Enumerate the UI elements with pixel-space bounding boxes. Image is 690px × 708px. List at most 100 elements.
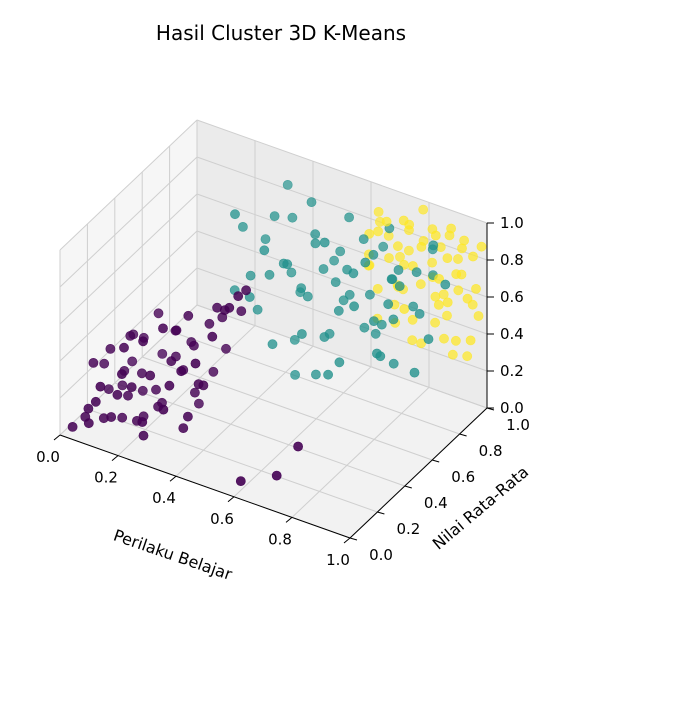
data-point [439, 333, 449, 344]
data-point [334, 357, 345, 368]
x-axis-label: Perilaku Belajar [111, 526, 235, 585]
data-point [123, 390, 133, 401]
data-point [166, 356, 177, 367]
z-tick-label: 0.6 [500, 288, 524, 306]
y-tick-label: 0.0 [369, 546, 393, 564]
data-point [368, 249, 379, 260]
data-point [418, 204, 429, 215]
data-point [157, 348, 168, 359]
data-point [398, 215, 409, 226]
data-points [67, 179, 487, 486]
x-tick-mark [111, 455, 119, 461]
data-point [416, 241, 427, 252]
data-point [319, 332, 330, 342]
data-point [198, 380, 209, 391]
data-point [423, 334, 434, 344]
x-tick-label: 0.6 [210, 510, 234, 528]
data-point [395, 251, 405, 262]
data-point [289, 334, 300, 345]
data-point [386, 274, 397, 284]
data-point [158, 323, 168, 334]
y-tick-mark [459, 433, 467, 437]
data-point [403, 245, 414, 256]
data-point [378, 241, 389, 252]
data-point [462, 351, 473, 362]
axis-ticks: 0.00.20.40.60.81.0 0.00.20.40.60.81.00.00… [36, 214, 530, 569]
data-point [171, 325, 182, 336]
data-point [237, 221, 248, 232]
data-point [136, 368, 147, 379]
data-point [233, 291, 244, 301]
data-point [282, 259, 293, 270]
data-point [290, 369, 300, 380]
data-point [119, 342, 129, 353]
data-point [453, 254, 463, 264]
data-point [348, 268, 359, 279]
data-point [372, 283, 383, 294]
y-tick-label: 0.4 [424, 494, 448, 512]
y-grid-line [87, 408, 378, 513]
data-point [468, 251, 478, 262]
x-tick-mark [169, 475, 177, 482]
data-point [399, 304, 410, 314]
data-point [465, 335, 476, 346]
data-point [446, 223, 456, 234]
data-point [329, 255, 339, 266]
y-tick-label: 1.0 [506, 416, 530, 434]
data-point [207, 331, 218, 342]
x-grid-line [175, 345, 314, 477]
data-point [106, 412, 117, 422]
y-grid-line [169, 330, 460, 435]
y-tick-mark [432, 459, 440, 463]
x-tick-label: 0.4 [152, 489, 176, 507]
data-point [338, 295, 349, 306]
data-point [164, 380, 175, 391]
data-point [373, 226, 383, 237]
data-point [368, 316, 379, 326]
data-point [190, 358, 201, 369]
x-grid-line [291, 387, 430, 518]
data-point [359, 322, 370, 333]
data-point [306, 197, 317, 207]
data-point [360, 257, 371, 268]
z-grid-line [196, 267, 488, 372]
data-point [138, 430, 149, 441]
data-point [310, 229, 321, 240]
data-point [105, 343, 116, 354]
data-point [407, 335, 418, 346]
data-point [442, 297, 453, 308]
z-grid-line [196, 230, 488, 335]
data-point [145, 370, 156, 381]
data-point [127, 356, 138, 367]
data-point [286, 267, 297, 278]
z-grid-line [59, 156, 198, 288]
data-point [267, 339, 278, 350]
x-tick-label: 0.8 [268, 530, 292, 548]
data-point [409, 367, 420, 378]
data-point [235, 476, 246, 486]
data-point [183, 310, 194, 321]
data-point [193, 398, 204, 409]
data-point [364, 289, 375, 300]
data-point [125, 330, 136, 341]
data-point [88, 357, 99, 368]
data-point [388, 358, 399, 369]
data-point [393, 265, 404, 275]
z-grid-line [196, 119, 488, 224]
data-point [264, 269, 275, 280]
data-point [392, 241, 403, 252]
data-point [442, 310, 452, 321]
data-point [344, 212, 354, 223]
y-grid-line [142, 356, 433, 461]
y-tick-mark [404, 485, 412, 489]
data-point [302, 291, 313, 302]
data-point [103, 384, 114, 394]
data-point [358, 234, 369, 244]
y-tick-label: 0.2 [396, 520, 420, 538]
data-point [271, 470, 282, 481]
data-point [411, 267, 422, 278]
data-point [447, 349, 458, 360]
data-point [388, 314, 399, 325]
data-point [450, 335, 461, 346]
data-point [282, 179, 293, 190]
